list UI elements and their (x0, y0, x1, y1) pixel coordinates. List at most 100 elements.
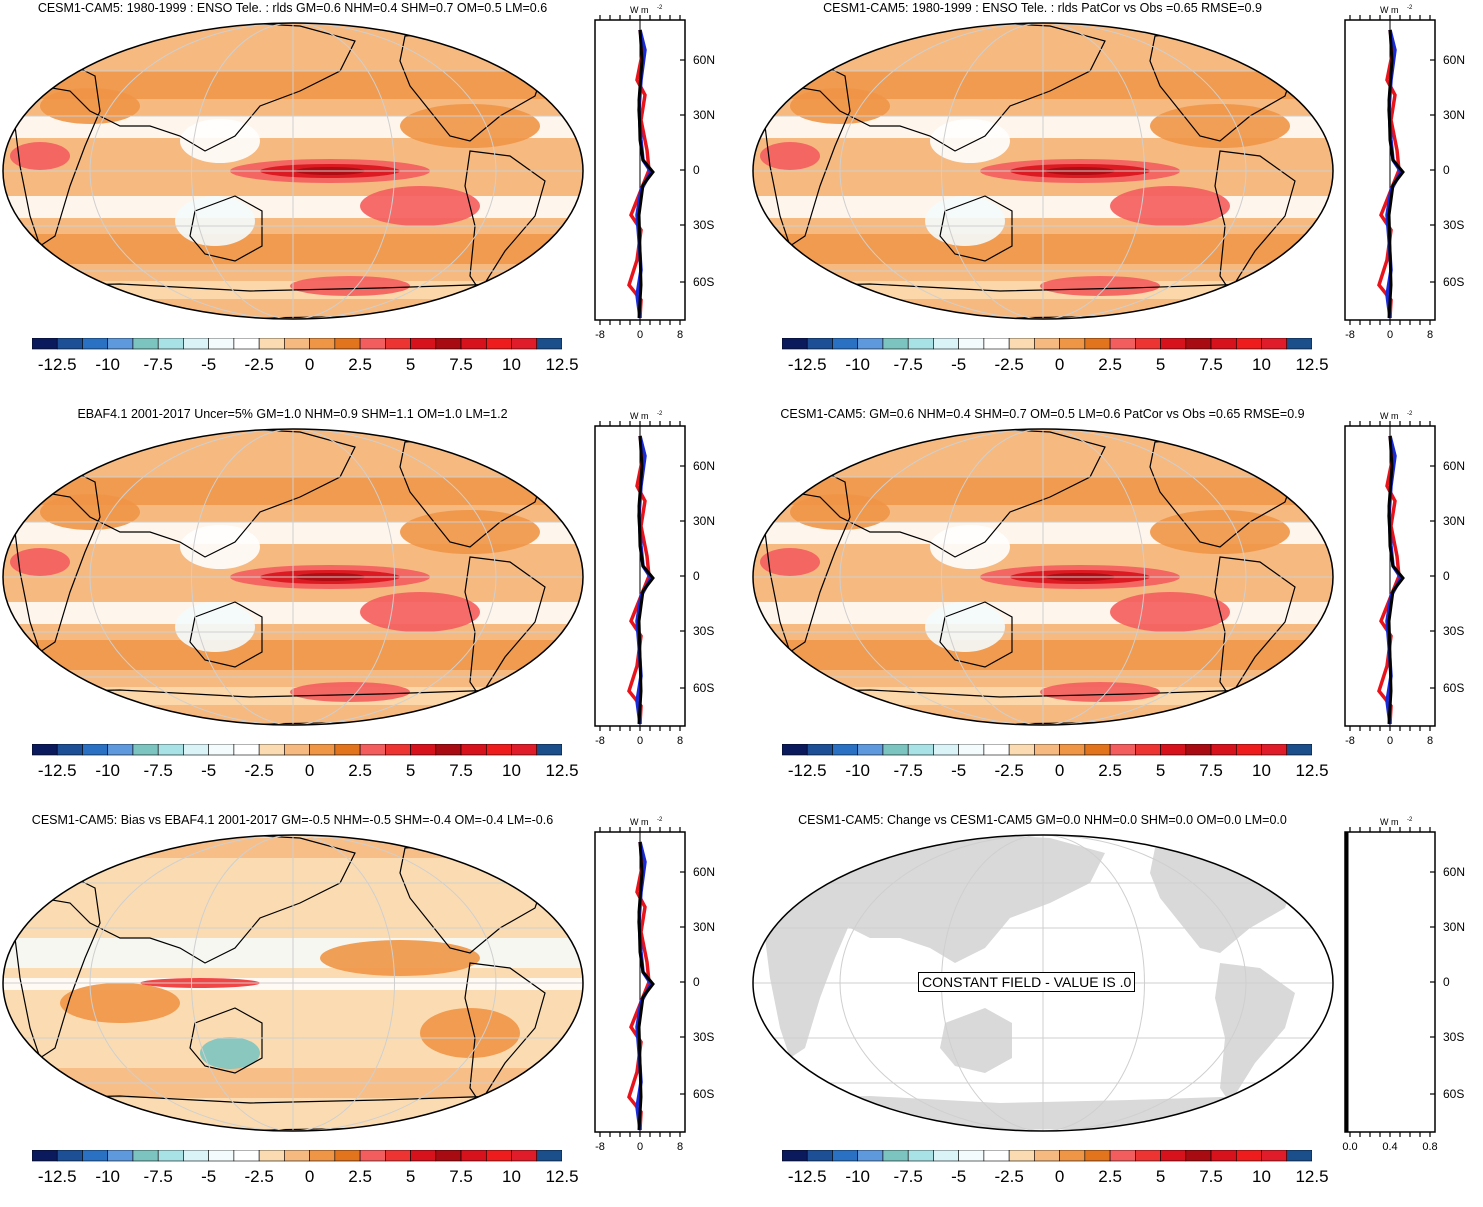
colorbar-label: -12.5 (37, 1167, 77, 1186)
colorbar-box (284, 744, 310, 756)
colorbar-box (1059, 744, 1086, 756)
colorbar-label: 0 (304, 355, 315, 374)
colorbar-labels: -12.5 -10 -7.5 -5 -2.5 0 2.5 5 7.5 10 12.5 (782, 355, 1329, 379)
zonal-lat-label: 30N (1443, 514, 1465, 528)
colorbar-box (1059, 338, 1086, 350)
zonal-lat-label: 60S (693, 1087, 714, 1101)
colorbar-box (536, 744, 562, 756)
zonal-unit: W m (1380, 411, 1399, 421)
colorbar-label: -5 (201, 1167, 217, 1186)
colorbar-label: 0 (1054, 355, 1065, 374)
colorbar-box (334, 1150, 361, 1162)
colorbar-box (132, 1150, 159, 1162)
colorbar-box (359, 338, 386, 350)
colorbar-label: 12.5 (1295, 1167, 1329, 1186)
colorbar-box (1261, 744, 1288, 756)
zonal-lat-label: 60N (693, 53, 715, 67)
zonal-lat-label: 60S (1443, 681, 1464, 695)
zonal-lat-label: 30N (1443, 920, 1465, 934)
colorbar-box (1135, 338, 1161, 350)
colorbar-box (1210, 744, 1237, 756)
colorbar-label: -2.5 (244, 355, 274, 374)
colorbar-box (157, 338, 184, 350)
colorbar-box (1008, 338, 1035, 350)
colorbar-labels: -12.5 -10 -7.5 -5 -2.5 0 2.5 5 7.5 10 12.5 (32, 1167, 579, 1191)
map (2, 22, 584, 320)
colorbar-box (832, 338, 859, 350)
zonal-frame (1344, 831, 1436, 1133)
colorbar-box (56, 744, 83, 756)
zonal-lat-label: 30S (693, 624, 714, 638)
colorbar-label: -12.5 (787, 355, 827, 374)
colorbar-box (385, 338, 411, 350)
colorbar-box (309, 1150, 336, 1162)
colorbar-box (208, 338, 235, 350)
zonal-series-model (637, 435, 655, 725)
colorbar-box (907, 744, 934, 756)
colorbar-label: 10 (502, 761, 521, 780)
colorbar-box (536, 1150, 562, 1162)
colorbar-box (1008, 744, 1035, 756)
colorbar-box (1135, 744, 1161, 756)
colorbar-box (958, 744, 985, 756)
colorbar-label: 10 (1252, 355, 1271, 374)
map-border (2, 22, 584, 320)
colorbar-label: 2.5 (1098, 1167, 1122, 1186)
zonal-mean-plot: 60N 30N 0 30S 60S W m -2 -8 0 8 (1344, 411, 1465, 747)
colorbar-box (157, 1150, 184, 1162)
colorbar-box (1034, 744, 1060, 756)
colorbar-box (183, 744, 209, 756)
colorbar-box (933, 1150, 959, 1162)
zonal-unit-sup: -2 (657, 817, 663, 823)
panel-title: CESM1-CAM5: 1980-1999 : ENSO Tele. : rld… (37, 1, 548, 15)
zonal-lat-label: 30N (693, 920, 715, 934)
colorbar-label: -2.5 (994, 761, 1024, 780)
zonal-x-label: 8 (677, 1141, 683, 1153)
colorbar-box (1109, 338, 1136, 350)
colorbar-label: -10 (845, 1167, 870, 1186)
zonal-series-model (1387, 435, 1405, 725)
colorbar-box (258, 1150, 285, 1162)
colorbar-box (258, 744, 285, 756)
zonal-lat-label: 60N (1443, 459, 1465, 473)
colorbar-box (460, 338, 487, 350)
colorbar-label: 7.5 (1199, 1167, 1223, 1186)
colorbar-box (1034, 1150, 1060, 1162)
colorbar-box (933, 338, 959, 350)
zonal-series-model (1387, 29, 1405, 319)
colorbar-label: 10 (502, 1167, 521, 1186)
zonal-unit-sup: -2 (657, 5, 663, 11)
colorbar-label: -7.5 (143, 761, 173, 780)
colorbar-box (832, 744, 859, 756)
zonal-lat-label: 30S (693, 1030, 714, 1044)
zonal-mean-plot: 60N 30N 0 30S 60S W m -2 -8 0 8 (594, 5, 715, 341)
colorbar-box (435, 338, 462, 350)
colorbar-box (1160, 1150, 1187, 1162)
colorbar-box (334, 338, 361, 350)
zonal-lat-label: 60N (693, 459, 715, 473)
colorbar-box (32, 744, 58, 756)
colorbar-box (359, 1150, 386, 1162)
zonal-series-model (637, 29, 655, 319)
colorbar-box (1135, 1150, 1161, 1162)
colorbar-label: -10 (95, 1167, 120, 1186)
colorbar-labels: -12.5 -10 -7.5 -5 -2.5 0 2.5 5 7.5 10 12.5 (782, 761, 1329, 785)
zonal-x-label: 0 (637, 1141, 643, 1153)
colorbar-box (806, 744, 833, 756)
map-panel: CESM1-CAM5: 1980-1999 : ENSO Tele. : rld… (0, 0, 740, 395)
colorbar-labels: -12.5 -10 -7.5 -5 -2.5 0 2.5 5 7.5 10 12.5 (32, 355, 579, 379)
colorbar-box (882, 744, 909, 756)
colorbar-box (107, 1150, 134, 1162)
zonal-series-model (637, 841, 655, 1131)
map-panel: CESM1-CAM5: Change vs CESM1-CAM5 GM=0.0 … (750, 812, 1483, 1207)
colorbar-box (334, 744, 361, 756)
zonal-lat-label: 30S (1443, 218, 1464, 232)
colorbar-box (882, 1150, 909, 1162)
zonal-unit-sup: -2 (1407, 411, 1413, 417)
colorbar-label: -5 (201, 355, 217, 374)
colorbar-label: 0 (304, 761, 315, 780)
colorbar-box (460, 1150, 487, 1162)
colorbar-box (410, 1150, 437, 1162)
colorbar-box (983, 744, 1010, 756)
colorbar (32, 1150, 562, 1162)
